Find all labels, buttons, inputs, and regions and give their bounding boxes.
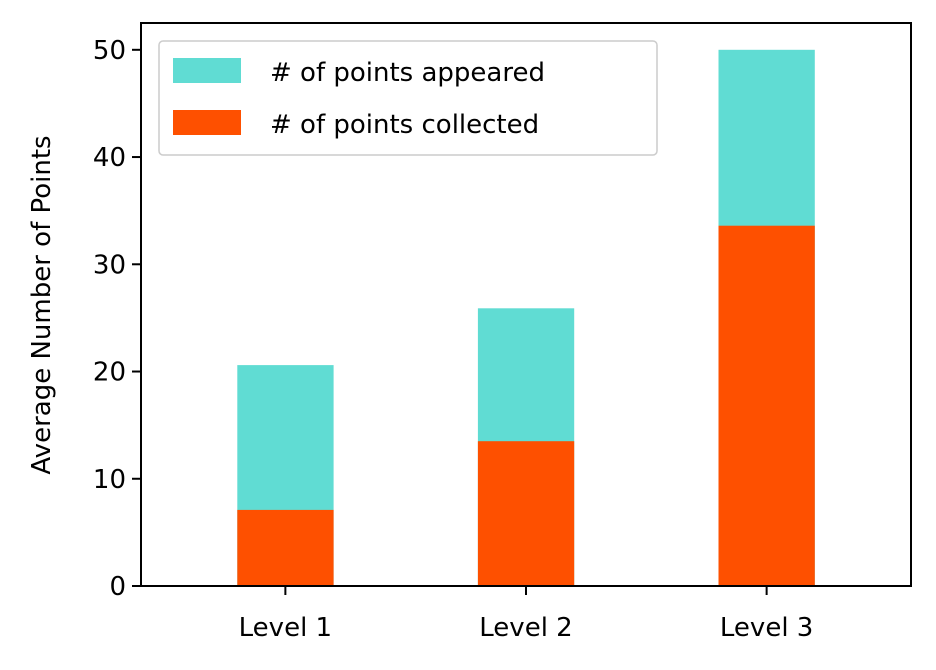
legend: # of points appeared # of points collect…	[158, 40, 658, 156]
x-tick-label: Level 1	[239, 613, 332, 643]
y-tick-label: 0	[109, 572, 126, 602]
legend-swatch-collected	[173, 110, 241, 135]
y-tick-label: 30	[93, 250, 126, 280]
bar-collected-3	[718, 225, 815, 586]
bar-collected-1	[237, 509, 334, 586]
legend-swatch-appeared	[173, 58, 241, 83]
bar-collected-2	[477, 441, 575, 586]
x-axis: Level 1 Level 2 Level 3	[239, 586, 813, 643]
x-tick-label: Level 3	[720, 613, 813, 643]
y-tick-label: 20	[93, 358, 126, 388]
legend-label-appeared: # of points appeared	[270, 58, 545, 88]
y-axis: 0 10 20 30 40 50	[93, 36, 141, 602]
y-tick-label: 40	[93, 143, 126, 173]
y-tick-label: 50	[93, 36, 126, 66]
y-tick-label: 10	[93, 465, 126, 495]
bars-layer	[237, 49, 815, 587]
legend-box	[158, 40, 658, 156]
plot-frame	[140, 22, 912, 587]
x-tick-label: Level 2	[479, 613, 572, 643]
legend-label-collected: # of points collected	[270, 110, 539, 140]
y-axis-label: Average Number of Points	[27, 135, 57, 474]
